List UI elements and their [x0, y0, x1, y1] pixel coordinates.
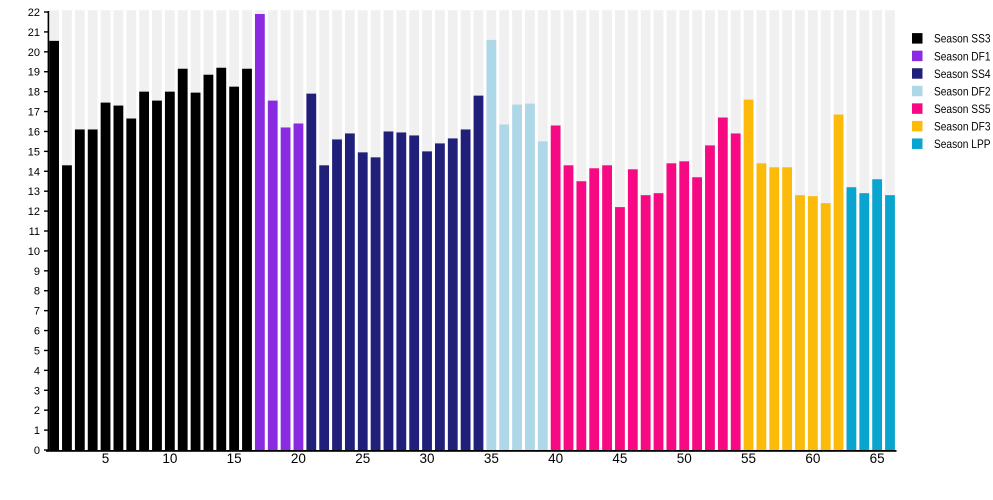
svg-text:10: 10	[162, 451, 177, 466]
svg-text:Season SS3: Season SS3	[934, 32, 991, 46]
svg-text:22: 22	[28, 7, 40, 19]
svg-text:9: 9	[34, 266, 40, 278]
svg-text:5: 5	[102, 451, 110, 466]
svg-text:Season SS4: Season SS4	[934, 67, 991, 81]
svg-text:55: 55	[741, 451, 756, 466]
svg-text:14: 14	[28, 166, 40, 178]
svg-text:30: 30	[420, 451, 435, 466]
svg-text:Season DF3: Season DF3	[934, 120, 991, 134]
svg-text:Season LPP: Season LPP	[934, 137, 991, 151]
svg-text:Season DF1: Season DF1	[934, 49, 991, 63]
svg-text:3: 3	[34, 385, 40, 397]
svg-text:4: 4	[34, 365, 40, 377]
svg-text:13: 13	[28, 186, 40, 198]
svg-text:17: 17	[28, 107, 40, 119]
svg-text:6: 6	[34, 326, 40, 338]
svg-text:2: 2	[34, 405, 40, 417]
svg-text:65: 65	[870, 451, 885, 466]
svg-text:15: 15	[227, 451, 242, 466]
svg-text:21: 21	[28, 27, 40, 39]
svg-text:1: 1	[34, 425, 40, 437]
svg-text:16: 16	[28, 126, 40, 138]
svg-text:20: 20	[28, 47, 40, 59]
svg-text:12: 12	[28, 206, 40, 218]
svg-text:18: 18	[28, 87, 40, 99]
svg-text:25: 25	[355, 451, 370, 466]
svg-text:60: 60	[805, 451, 820, 466]
svg-text:20: 20	[291, 451, 306, 466]
svg-text:10: 10	[28, 246, 40, 258]
svg-text:Season SS5: Season SS5	[934, 102, 991, 116]
svg-text:8: 8	[34, 286, 40, 298]
svg-text:40: 40	[548, 451, 563, 466]
svg-text:0: 0	[34, 445, 40, 457]
svg-text:19: 19	[28, 67, 40, 79]
svg-text:5: 5	[34, 345, 40, 357]
svg-text:35: 35	[484, 451, 499, 466]
svg-text:11: 11	[29, 226, 40, 238]
svg-text:15: 15	[28, 146, 40, 158]
svg-text:45: 45	[612, 451, 627, 466]
svg-text:50: 50	[677, 451, 692, 466]
svg-text:Season DF2: Season DF2	[934, 84, 991, 98]
svg-text:7: 7	[34, 306, 40, 318]
